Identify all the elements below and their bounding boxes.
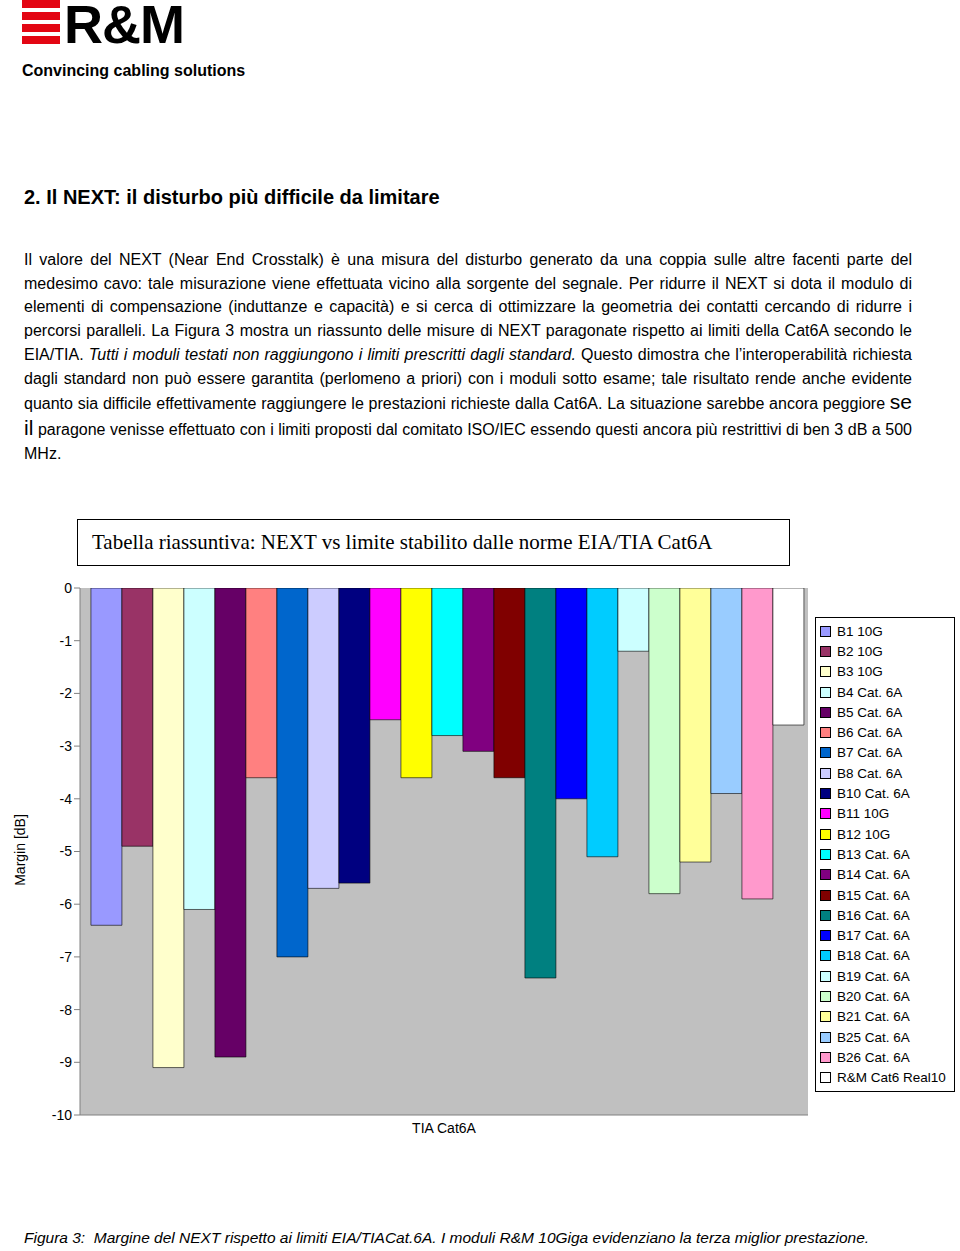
svg-text:0: 0: [64, 580, 72, 596]
html-text:Figura 3: Margine del NEXT ris: Figura 3: Margine del NEXT rispetto ai l…: [24, 1229, 870, 1246]
svg-text:-6: -6: [60, 896, 73, 912]
html-text:B10 Cat. 6A: B10 Cat. 6A: [837, 786, 910, 801]
svg-text:-2: -2: [60, 685, 73, 701]
svg-text:-5: -5: [60, 843, 73, 859]
svg-text:-4: -4: [60, 791, 73, 807]
html-text:B13 Cat. 6A: B13 Cat. 6A: [837, 846, 910, 862]
svg-text:-3: -3: [60, 738, 73, 754]
html-text:B1 10G: B1 10G: [837, 623, 883, 639]
html-text:B18 Cat. 6A: B18 Cat. 6A: [837, 948, 910, 964]
html-text:Tabella riassuntiva: NEXT vs l: Tabella riassuntiva: NEXT vs limite stab…: [92, 530, 713, 554]
svg-text:-7: -7: [60, 949, 73, 965]
html-text:B11 10G: B11 10G: [837, 806, 890, 822]
html-text:B15 Cat. 6A: B15 Cat. 6A: [837, 887, 910, 903]
html-text:B2 10G: B2 10G: [837, 643, 883, 659]
html-text:B3 10G: B3 10G: [837, 664, 883, 680]
svg-text:-9: -9: [60, 1054, 73, 1070]
html-text:Il valore del NEXT (Near End C: Il valore del NEXT (Near End Crosstalk) …: [24, 251, 912, 462]
html-text:B16 Cat. 6A: B16 Cat. 6A: [837, 907, 910, 923]
html-text:B17 Cat. 6A: B17 Cat. 6A: [837, 928, 910, 944]
svg-text:-10: -10: [52, 1107, 72, 1123]
html-text:B6 Cat. 6A: B6 Cat. 6A: [837, 725, 903, 741]
html-text:B8 Cat. 6A: B8 Cat. 6A: [837, 765, 903, 781]
html-text:B5 Cat. 6A: B5 Cat. 6A: [837, 704, 903, 720]
html-text:B14 Cat. 6A: B14 Cat. 6A: [837, 867, 910, 883]
svg-text:-8: -8: [60, 1002, 73, 1018]
svg-text:-1: -1: [60, 633, 73, 649]
html-text:B7 Cat. 6A: B7 Cat. 6A: [837, 745, 903, 761]
html-text:B20 Cat. 6A: B20 Cat. 6A: [837, 989, 910, 1004]
html-text:2. Il NEXT: il disturbo più di: 2. Il NEXT: il disturbo più difficile da…: [24, 186, 440, 208]
html-text:B4 Cat. 6A: B4 Cat. 6A: [837, 684, 903, 700]
html-text:B21 Cat. 6A: B21 Cat. 6A: [837, 1009, 910, 1025]
html-text:B19 Cat. 6A: B19 Cat. 6A: [837, 968, 910, 984]
html-text:R&M Cat6 Real10: R&M Cat6 Real10: [837, 1070, 946, 1086]
html-text:Convincing cabling solutions: Convincing cabling solutions: [22, 62, 246, 79]
html-text:B25 Cat. 6A: B25 Cat. 6A: [837, 1029, 910, 1045]
svg-text:TIA Cat6A: TIA Cat6A: [412, 1120, 476, 1136]
html-text:B12 10G: B12 10G: [837, 826, 891, 842]
html-text:B26 Cat. 6A: B26 Cat. 6A: [837, 1049, 910, 1065]
html-text:Margin [dB]: Margin [dB]: [12, 814, 28, 886]
